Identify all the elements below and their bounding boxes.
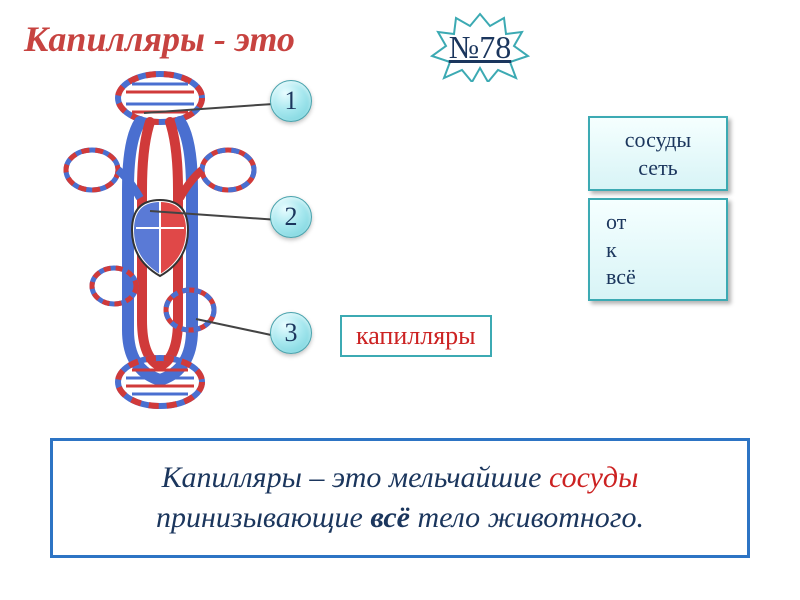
side-capillary-right [202, 150, 254, 190]
hint-line: от [606, 208, 710, 236]
page-title: Капилляры - это [24, 18, 295, 60]
hint-line: всё [606, 263, 710, 291]
hint-box-2: от к всё [588, 198, 728, 301]
hint-line: сосуды [606, 126, 710, 154]
label-3: 3 [285, 318, 298, 348]
hint-box-1: сосуды сеть [588, 116, 728, 191]
keyword-label: капилляры [340, 315, 492, 357]
label-circle-3[interactable]: 3 [270, 312, 312, 354]
hint-line: к [606, 236, 710, 264]
label-2: 2 [285, 202, 298, 232]
side-capillary-left [66, 150, 118, 190]
hint-line: сеть [606, 154, 710, 182]
circulatory-diagram [60, 70, 260, 410]
label-circle-1[interactable]: 1 [270, 80, 312, 122]
label-circle-2[interactable]: 2 [270, 196, 312, 238]
lung-capillary-bed [118, 74, 202, 122]
slide-number-badge: №78 [430, 12, 530, 82]
slide-number: №78 [449, 29, 512, 66]
definition-box: Капилляры – это мельчайшие сосуды приниз… [50, 438, 750, 558]
label-1: 1 [285, 86, 298, 116]
definition-text: Капилляры – это мельчайшие сосуды приниз… [156, 458, 644, 539]
